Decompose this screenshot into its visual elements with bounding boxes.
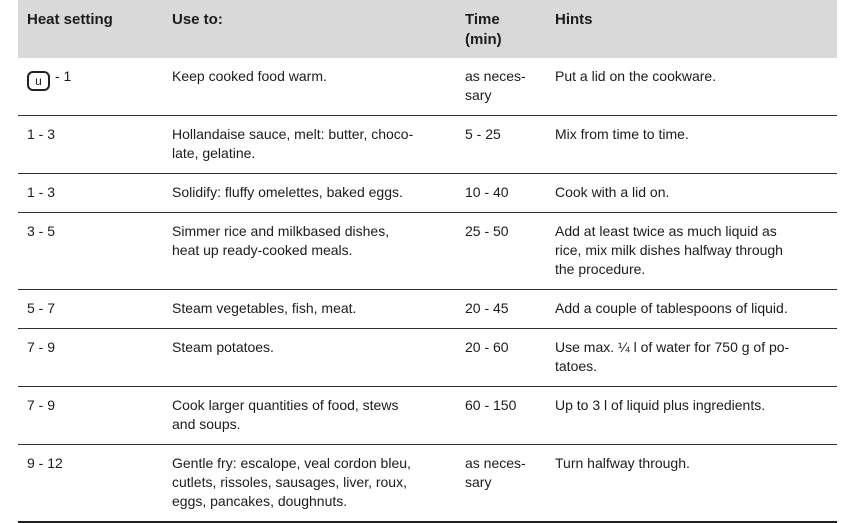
heat-setting-value: 3 - 5 <box>27 223 56 239</box>
time-cell: as neces- sary <box>465 444 555 522</box>
table-row: 5 - 7 Steam vegetables, fish, meat. 20 - 4… <box>18 289 837 329</box>
heat-setting-value: 5 - 7 <box>27 300 56 316</box>
heat-setting-cell: 1 - 3 <box>18 173 172 213</box>
table-row: u - 1 Keep cooked food warm. as neces- sary… <box>18 58 837 116</box>
heat-setting-value: 9 - 12 <box>27 455 63 471</box>
heat-setting-cell: 7 - 9 <box>18 386 172 445</box>
time-cell: 20 - 45 <box>465 289 555 329</box>
use-to-cell: Gentle fry: escalope, veal cordon bleu, … <box>172 444 465 522</box>
manual-page: Heat setting Use to: Time (min) Hints u-… <box>18 0 837 523</box>
heat-setting-value: 7 - 9 <box>27 397 56 413</box>
time-cell: 5 - 25 <box>465 115 555 174</box>
header-heat-setting: Heat setting <box>18 0 172 58</box>
heat-setting-cell: 1 - 3 <box>18 115 172 174</box>
use-to-cell: Cook larger quantities of food, stews an… <box>172 386 465 445</box>
heat-setting-cell: 9 - 12 <box>18 444 172 522</box>
time-cell: 10 - 40 <box>465 173 555 213</box>
heat-setting-value: 1 - 3 <box>27 184 56 200</box>
table-row: 7 - 9 Steam potatoes. 20 - 60 Use max. ¼ l … <box>18 328 837 387</box>
use-to-cell: Steam potatoes. <box>172 328 465 387</box>
heat-setting-cell: 3 - 5 <box>18 212 172 290</box>
table-row: 7 - 9 Cook larger quantities of food, ste… <box>18 386 837 445</box>
use-to-cell: Keep cooked food warm. <box>172 68 327 84</box>
heat-setting-value: - 1 <box>55 68 72 84</box>
use-to-cell: Solidify: fluffy omelettes, baked eggs. <box>172 173 465 213</box>
hints-cell: Turn halfway through. <box>555 444 837 522</box>
heat-setting-cell: u - 1 <box>18 58 172 116</box>
table-row: 3 - 5 Simmer rice and milkbased dishes, h… <box>18 212 837 290</box>
header-hints: Hints <box>555 0 837 58</box>
keep-warm-icon: u <box>27 71 50 91</box>
time-cell: 20 - 60 <box>465 328 555 387</box>
heat-settings-table: Heat setting Use to: Time (min) Hints u-… <box>18 0 837 523</box>
use-to-cell: Simmer rice and milkbased dishes, heat u… <box>172 212 465 290</box>
time-cell: 60 - 150 <box>465 386 555 445</box>
hints-cell: Up to 3 l of liquid plus ingredients. <box>555 386 837 445</box>
hints-cell: Use max. ¼ l of water for 750 g of po- t… <box>555 328 837 387</box>
table-row: 9 - 12 Gentle fry: escalope, veal cordon … <box>18 444 837 522</box>
hints-cell: Add at least twice as much liquid as ric… <box>555 212 837 290</box>
use-to-cell: Hollandaise sauce, melt: butter, choco- … <box>172 115 465 174</box>
use-to-cell: Steam vegetables, fish, meat. <box>172 289 465 329</box>
hints-cell: Cook with a lid on. <box>555 173 837 213</box>
heat-setting-cell: 5 - 7 <box>18 289 172 329</box>
table-row: 1 - 3 Solidify: fluffy omelettes, baked e… <box>18 173 837 213</box>
hints-cell: Put a lid on the cookware. <box>555 68 717 84</box>
header-time-min: Time (min) <box>465 0 555 58</box>
hints-cell: Add a couple of tablespoons of liquid. <box>555 289 837 329</box>
table-body: u - 1 Keep cooked food warm. as neces- sary… <box>18 58 837 522</box>
header-use-to: Use to: <box>172 0 465 58</box>
time-cell: 25 - 50 <box>465 212 555 290</box>
heat-setting-value: 7 - 9 <box>27 339 56 355</box>
table-header: Heat setting Use to: Time (min) Hints <box>18 0 837 58</box>
table-row: 1 - 3 Hollandaise sauce, melt: butter, ch… <box>18 115 837 174</box>
hints-cell: Mix from time to time. <box>555 115 837 174</box>
header-row: Heat setting Use to: Time (min) Hints <box>18 0 837 58</box>
heat-setting-cell: 7 - 9 <box>18 328 172 387</box>
heat-setting-value: 1 - 3 <box>27 126 56 142</box>
time-cell: as neces- sary <box>465 68 526 103</box>
